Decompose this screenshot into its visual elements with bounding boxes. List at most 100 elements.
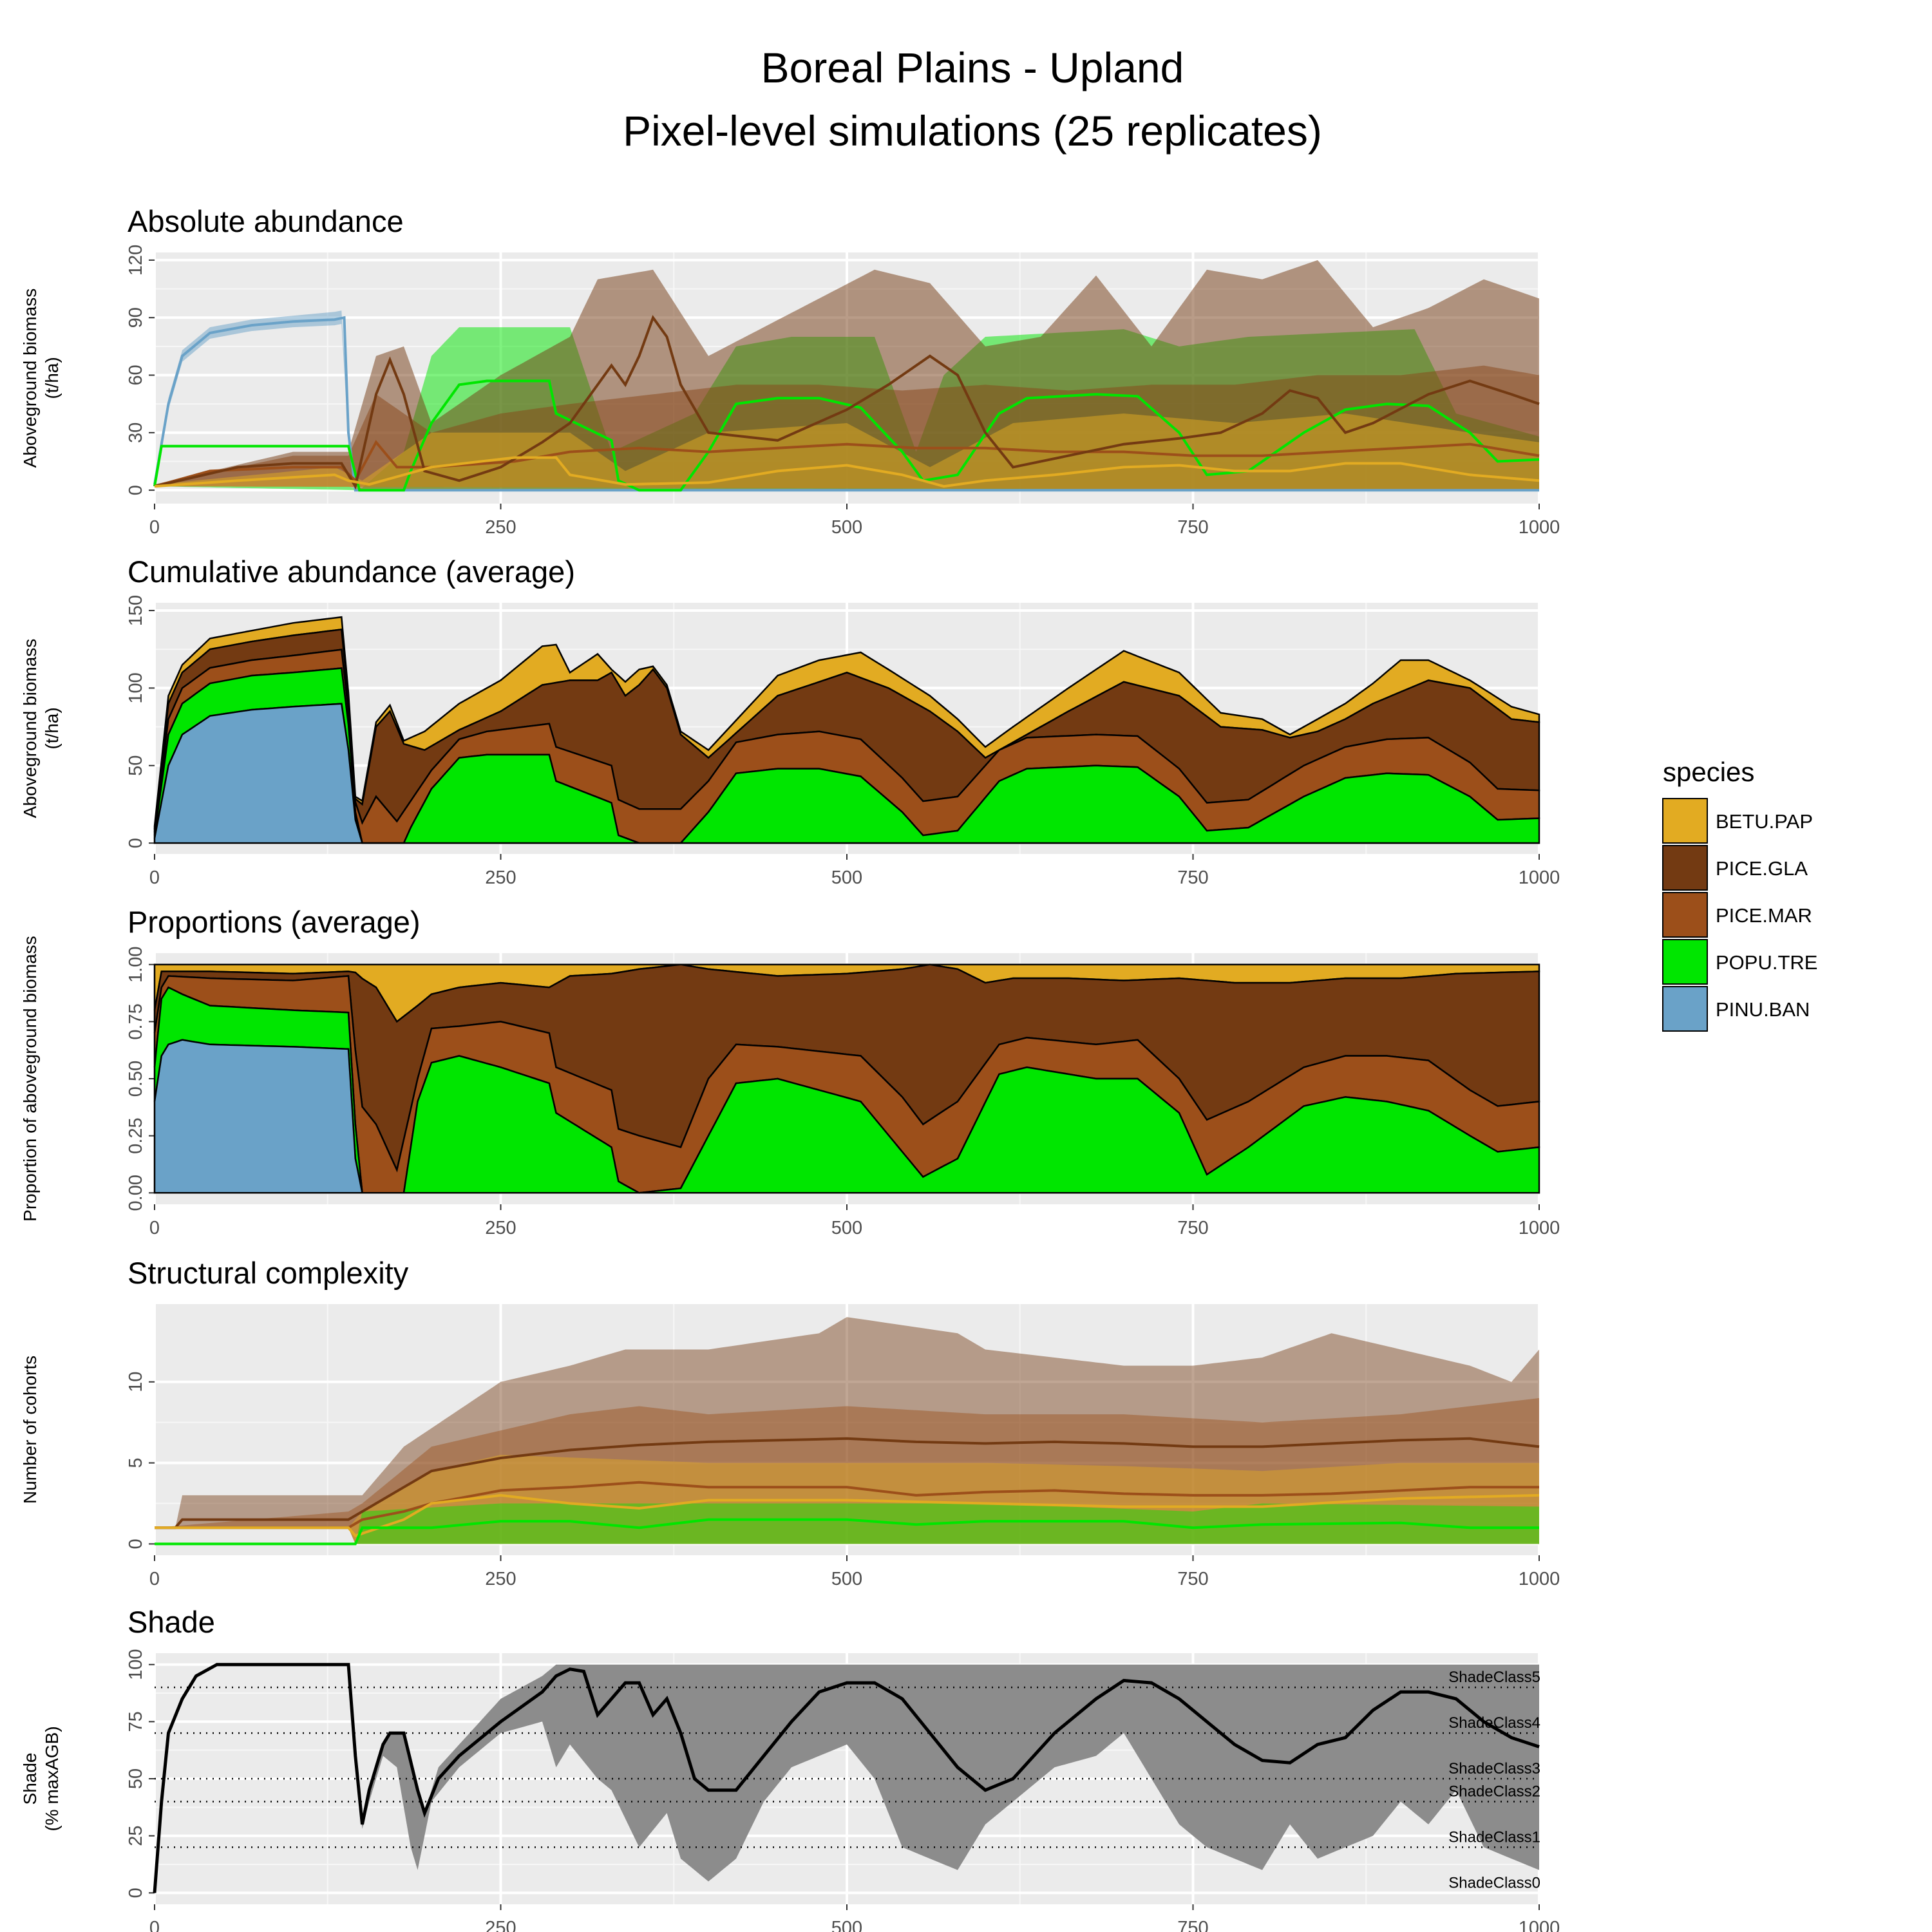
panel-proportions: 0 250 500 750 1000 0.00 0.25 0.50 0.75 1.00 Propor… bbox=[20, 905, 1560, 1238]
y-tick-label: 0 bbox=[126, 1539, 146, 1549]
line-popu-tre bbox=[153, 379, 1540, 492]
y-tick-label: 90 bbox=[126, 307, 146, 328]
plot-area bbox=[153, 963, 1540, 1194]
legend-swatch-pice-gla bbox=[1662, 845, 1708, 891]
x-tick-label: 1000 bbox=[1519, 1218, 1560, 1238]
x-tick-label: 500 bbox=[831, 517, 862, 538]
panel-title: Proportions (average) bbox=[128, 905, 421, 939]
y-tick-label: 120 bbox=[126, 245, 146, 276]
shade-mean-line bbox=[153, 1663, 1540, 1893]
legend-label: PICE.GLA bbox=[1716, 857, 1808, 880]
line-popu-tre bbox=[155, 1518, 1539, 1546]
y-axis-label: Proportion of aboveground biomass bbox=[20, 936, 40, 1222]
y-axis-label: Aboveground biomass bbox=[20, 639, 40, 819]
x-tick-label: 250 bbox=[485, 1918, 516, 1932]
shade-class-label: ShadeClass0 bbox=[1448, 1874, 1540, 1891]
x-tick-label: 0 bbox=[149, 1918, 160, 1932]
y-tick-label: 0.75 bbox=[126, 1003, 146, 1039]
y-axis-label: Number of cohorts bbox=[20, 1356, 40, 1504]
legend-label: PINU.BAN bbox=[1716, 998, 1810, 1021]
panel-title: Shade bbox=[128, 1605, 215, 1639]
x-tick-label: 500 bbox=[831, 1569, 862, 1589]
y-tick-label: 75 bbox=[126, 1711, 146, 1732]
x-tick-label: 250 bbox=[485, 1569, 516, 1589]
legend-swatch-pice-mar bbox=[1662, 892, 1708, 938]
y-tick-label: 100 bbox=[126, 1649, 146, 1680]
y-tick-label: 50 bbox=[126, 755, 146, 776]
x-tick-label: 250 bbox=[485, 517, 516, 538]
line-betu-pap bbox=[154, 456, 1540, 488]
x-tick-label: 750 bbox=[1177, 1918, 1208, 1932]
y-tick-label: 150 bbox=[126, 595, 146, 626]
figure-title-line1: Boreal Plains - Upland bbox=[761, 44, 1184, 91]
shade-class-label: ShadeClass1 bbox=[1448, 1828, 1540, 1846]
line-pice-mar bbox=[154, 440, 1540, 488]
line-pice-mar bbox=[155, 1481, 1539, 1530]
x-tick-label: 1000 bbox=[1519, 517, 1560, 538]
y-tick-label: 50 bbox=[126, 1768, 146, 1789]
band-betu-pap bbox=[155, 413, 1539, 491]
y-tick-label: 25 bbox=[126, 1826, 146, 1846]
y-tick-label: 0 bbox=[126, 838, 146, 848]
x-tick-label: 1000 bbox=[1519, 1918, 1560, 1932]
shade-class-label: ShadeClass5 bbox=[1448, 1669, 1540, 1686]
y-tick-label: 0.50 bbox=[126, 1061, 146, 1097]
x-tick-label: 0 bbox=[149, 867, 160, 888]
figure-title-line2: Pixel-level simulations (25 replicates) bbox=[623, 107, 1322, 155]
band-popu-tre bbox=[155, 1503, 1539, 1544]
line-pice-gla bbox=[155, 1437, 1540, 1530]
panel-title: Structural complexity bbox=[128, 1256, 409, 1290]
x-tick-label: 250 bbox=[485, 867, 516, 888]
y-tick-label: 10 bbox=[126, 1372, 146, 1392]
x-tick-label: 1000 bbox=[1519, 867, 1560, 888]
legend-title: species bbox=[1663, 757, 1754, 787]
x-tick-label: 750 bbox=[1177, 867, 1208, 888]
panel-title: Cumulative abundance (average) bbox=[128, 554, 575, 589]
line-pice-gla bbox=[154, 314, 1540, 490]
y-tick-label: 0.25 bbox=[126, 1117, 146, 1153]
x-tick-label: 0 bbox=[149, 517, 160, 538]
x-tick-label: 500 bbox=[831, 1218, 862, 1238]
y-axis-label: Aboveground biomass bbox=[20, 289, 40, 468]
y-axis-label: (t/ha) bbox=[42, 357, 62, 399]
x-tick-label: 1000 bbox=[1519, 1569, 1560, 1589]
x-tick-label: 0 bbox=[149, 1569, 160, 1589]
y-tick-label: 0 bbox=[126, 485, 146, 495]
x-tick-label: 750 bbox=[1177, 517, 1208, 538]
band-pice-gla bbox=[155, 1317, 1539, 1544]
legend-label: POPU.TRE bbox=[1716, 951, 1817, 974]
x-tick-label: 500 bbox=[831, 867, 862, 888]
x-tick-label: 750 bbox=[1177, 1218, 1208, 1238]
line-betu-pap bbox=[155, 1493, 1540, 1538]
stack-pinu-ban bbox=[153, 1039, 1539, 1194]
y-tick-label: 0 bbox=[126, 1888, 146, 1898]
panel-structural-complexity: 0 250 500 750 1000 0 5 10 Structural complexity N… bbox=[20, 1256, 1560, 1589]
panel-cumulative-abundance: 0 250 500 750 1000 0 50 100 150 Cumulative abunda… bbox=[20, 554, 1560, 888]
y-tick-label: 60 bbox=[126, 365, 146, 385]
y-axis-label: Shade bbox=[20, 1753, 40, 1805]
x-tick-label: 750 bbox=[1177, 1569, 1208, 1589]
legend-label: BETU.PAP bbox=[1716, 810, 1813, 833]
plot-area bbox=[153, 616, 1540, 844]
stack-pinu-ban bbox=[153, 703, 1539, 844]
shade-class-label: ShadeClass2 bbox=[1448, 1783, 1540, 1800]
plot-area bbox=[155, 1317, 1540, 1546]
y-tick-label: 5 bbox=[126, 1458, 146, 1468]
plot-area: ShadeClass5ShadeClass4ShadeClass3ShadeCl… bbox=[153, 1663, 1540, 1893]
plot-area bbox=[153, 260, 1540, 492]
species-legend: species BETU.PAP PICE.GLA PICE.MAR POPU.TRE… bbox=[1662, 757, 1817, 1032]
y-tick-label: 30 bbox=[126, 422, 146, 443]
panel-title: Absolute abundance bbox=[128, 204, 404, 238]
legend-swatch-popu-tre bbox=[1662, 939, 1708, 985]
y-axis-label: (% maxAGB) bbox=[42, 1726, 62, 1831]
x-tick-label: 500 bbox=[831, 1918, 862, 1932]
y-axis-label: (t/ha) bbox=[42, 707, 62, 749]
y-tick-label: 1.00 bbox=[126, 947, 146, 983]
legend-swatch-pinu-ban bbox=[1662, 986, 1708, 1032]
shade-class-label: ShadeClass3 bbox=[1448, 1760, 1540, 1777]
x-tick-label: 0 bbox=[149, 1218, 160, 1238]
y-tick-label: 0.00 bbox=[126, 1175, 146, 1211]
x-tick-label: 250 bbox=[485, 1218, 516, 1238]
